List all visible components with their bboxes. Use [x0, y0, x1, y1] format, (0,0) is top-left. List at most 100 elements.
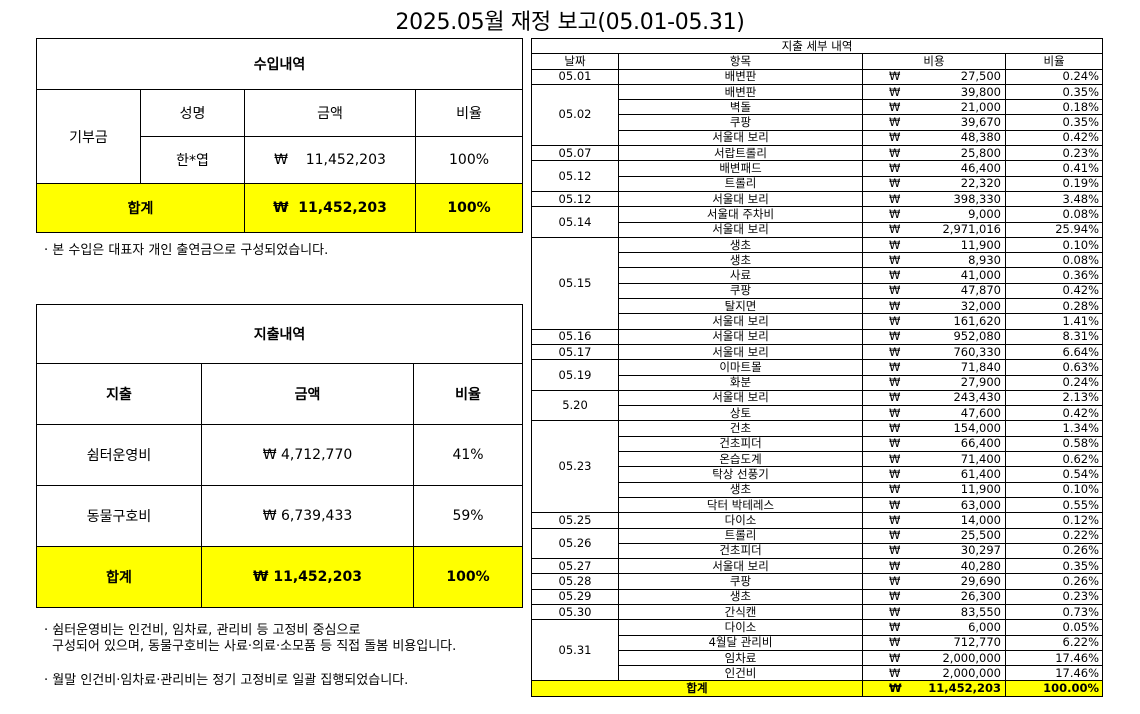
detail-item: 화분 [618, 374, 863, 391]
currency-symbol: ₩ [889, 115, 901, 130]
income-category: 기부금 [36, 89, 141, 184]
currency-symbol: ₩ [889, 512, 901, 527]
detail-ratio: 0.35% [1004, 558, 1104, 575]
detail-amount-value: 243,430 [953, 390, 1001, 405]
detail-amount: ₩154,000 [862, 420, 1006, 437]
detail-date: 05.25 [531, 512, 619, 529]
detail-item: 닥터 박테레스 [618, 496, 863, 514]
detail-item: 서울대 보리 [618, 190, 863, 208]
detail-item: 서울대 보리 [618, 129, 863, 147]
detail-ratio: 1.34% [1004, 420, 1104, 437]
expense-col-amount: 금액 [201, 363, 414, 425]
currency-symbol: ₩ [889, 161, 901, 176]
detail-item: 쿠팡 [618, 573, 863, 590]
detail-row: 온습도계 ₩71,400 0.62% [532, 451, 1104, 468]
detail-ratio: 0.62% [1004, 451, 1104, 468]
detail-row: 05.26 트롤리 ₩25,500 0.22% [531, 527, 1104, 560]
income-col-ratio: 비율 [414, 89, 524, 137]
currency-symbol: ₩ [889, 69, 901, 84]
detail-col-date: 날짜 [531, 53, 619, 70]
currency-symbol: ₩ [889, 543, 901, 558]
expense-item: 쉼터운영비 [36, 424, 202, 486]
currency-symbol: ₩ [889, 665, 901, 680]
detail-item: 트롤리 [618, 527, 863, 544]
detail-ratio: 0.08% [1004, 252, 1104, 269]
detail-date: 05.07 [531, 145, 619, 162]
detail-amount-value: 712,770 [953, 635, 1001, 650]
detail-amount-value: 11,900 [960, 482, 1001, 497]
detail-amount-value: 40,280 [960, 558, 1001, 573]
detail-col-cost: 비용 [862, 53, 1006, 70]
detail-ratio: 0.19% [1004, 175, 1104, 192]
detail-amount: ₩14,000 [862, 512, 1006, 529]
currency-symbol: ₩ [889, 99, 901, 114]
detail-ratio: 25.94% [1004, 221, 1104, 238]
expense-total-ratio: 100% [412, 546, 524, 608]
detail-row: 4월달 관리비 ₩712,770 6.22% [532, 634, 1104, 651]
detail-date: 05.27 [531, 558, 619, 575]
currency-symbol: ₩ [889, 84, 901, 99]
detail-ratio: 17.46% [1004, 649, 1104, 667]
detail-amount: ₩30,297 [862, 542, 1006, 560]
detail-amount-value: 83,550 [960, 604, 1001, 619]
detail-col-ratio: 비율 [1004, 53, 1104, 70]
income-total-ratio: 100% [414, 183, 524, 233]
detail-item: 서울대 보리 [618, 343, 863, 361]
income-col-amount: 금액 [244, 89, 416, 137]
detail-amount-value: 39,670 [960, 115, 1001, 130]
detail-amount-value: 63,000 [960, 497, 1001, 512]
detail-row: 05.01 배변판 ₩27,500 0.24% [531, 68, 1104, 85]
detail-ratio: 0.10% [1004, 481, 1104, 498]
detail-row: 벽돌 ₩21,000 0.18% [532, 99, 1104, 116]
currency-symbol: ₩ [889, 344, 901, 359]
detail-ratio: 0.26% [1004, 542, 1104, 560]
detail-col-item: 항목 [618, 53, 863, 70]
detail-total-label: 합계 [531, 680, 863, 697]
detail-amount-value: 61,400 [960, 466, 1001, 481]
detail-ratio: 0.35% [1004, 114, 1104, 131]
detail-item: 다이소 [618, 512, 863, 529]
detail-item: 생초 [618, 252, 863, 269]
detail-amount: ₩71,400 [862, 451, 1006, 468]
detail-date: 05.12 [531, 160, 619, 192]
detail-amount: ₩63,000 [862, 496, 1006, 514]
detail-amount: ₩2,000,000 [862, 649, 1006, 667]
expense-note-1: · 쉼터운영비는 인건비, 임차료, 관리비 등 고정비 중심으로 [44, 623, 361, 638]
detail-ratio: 0.10% [1004, 236, 1104, 254]
detail-amount: ₩61,400 [862, 466, 1006, 483]
currency-symbol: ₩ [889, 191, 901, 206]
currency-symbol: ₩ [889, 329, 901, 344]
detail-amount: ₩29,690 [862, 573, 1006, 590]
expense-total-amount: ₩ 11,452,203 [201, 546, 414, 608]
detail-amount: ₩41,000 [862, 267, 1006, 284]
detail-amount-value: 71,840 [960, 359, 1001, 374]
detail-amount: ₩2,971,016 [862, 221, 1006, 238]
detail-date: 05.14 [531, 206, 619, 238]
currency-symbol: ₩ [889, 482, 901, 497]
detail-item: 온습도계 [618, 451, 863, 468]
detail-amount: ₩8,930 [862, 252, 1006, 269]
detail-row: 05.23 건초 ₩154,000 1.34% [531, 420, 1104, 514]
currency-symbol: ₩ [889, 466, 901, 481]
detail-ratio: 3.48% [1004, 190, 1104, 208]
detail-amount-value: 21,000 [960, 99, 1001, 114]
detail-item: 상토 [618, 405, 863, 422]
detail-item: 벽돌 [618, 99, 863, 116]
detail-row: 탁상 선풍기 ₩61,400 0.54% [532, 466, 1104, 483]
detail-amount: ₩25,800 [862, 145, 1006, 162]
detail-amount: ₩39,800 [862, 83, 1006, 101]
detail-ratio: 0.42% [1004, 282, 1104, 300]
detail-row: 05.12 배변패드 ₩46,400 0.41% [531, 160, 1104, 192]
detail-amount-value: 25,800 [960, 145, 1001, 160]
detail-row: 트롤리 ₩22,320 0.19% [532, 175, 1104, 192]
currency-symbol: ₩ [889, 375, 901, 390]
currency-symbol: ₩ [889, 436, 901, 451]
detail-amount-value: 760,330 [953, 344, 1001, 359]
detail-amount: ₩25,500 [862, 527, 1006, 544]
detail-date: 05.26 [531, 527, 619, 560]
currency-symbol: ₩ [889, 359, 901, 374]
detail-ratio: 0.24% [1004, 374, 1104, 391]
detail-item: 다이소 [618, 619, 863, 636]
income-ratio: 100% [414, 136, 524, 184]
detail-ratio: 1.41% [1004, 313, 1104, 330]
